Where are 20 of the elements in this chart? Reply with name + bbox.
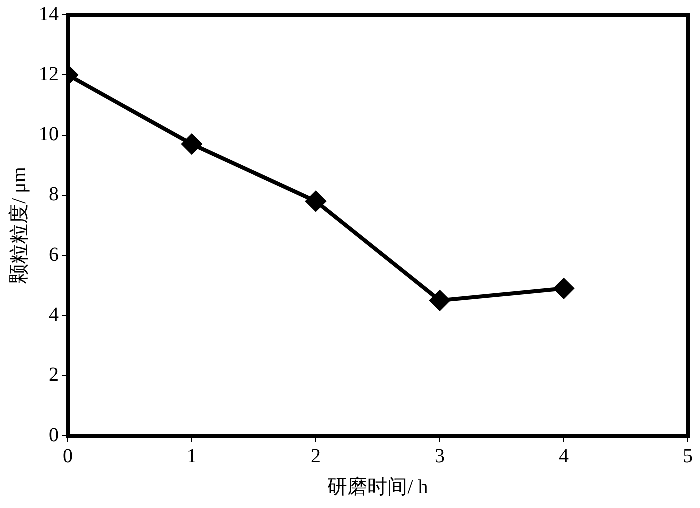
y-tick-label: 6 xyxy=(49,244,59,266)
y-tick-label: 14 xyxy=(39,3,59,26)
x-tick-label: 4 xyxy=(559,445,569,468)
x-tick-label: 3 xyxy=(435,445,445,468)
x-tick-label: 0 xyxy=(63,445,73,468)
y-tick-label: 10 xyxy=(39,124,59,146)
point xyxy=(306,191,326,212)
point xyxy=(430,290,450,311)
x-tick-label: 5 xyxy=(683,445,693,468)
x-axis-title: 研磨时间/ h xyxy=(328,476,428,498)
point xyxy=(554,278,574,299)
y-tick-label: 12 xyxy=(39,63,59,86)
point xyxy=(182,134,202,154)
x-tick-label: 1 xyxy=(187,445,197,468)
x-tick-label: 2 xyxy=(311,445,321,468)
y-axis-title: 颗粒粒度/ μm xyxy=(8,166,30,284)
y-tick-label: 4 xyxy=(49,304,59,326)
y-tick-label: 2 xyxy=(49,364,59,386)
y-tick-label: 0 xyxy=(49,424,59,446)
y-tick-label: 8 xyxy=(49,184,59,206)
